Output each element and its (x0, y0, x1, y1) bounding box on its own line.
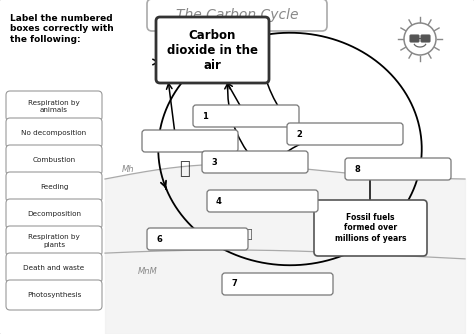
Text: Photosynthesis: Photosynthesis (27, 292, 81, 298)
FancyBboxPatch shape (6, 253, 102, 283)
Text: Mh: Mh (364, 219, 376, 228)
FancyBboxPatch shape (207, 190, 318, 212)
FancyBboxPatch shape (421, 35, 430, 42)
Text: Decomposition: Decomposition (27, 211, 81, 217)
FancyBboxPatch shape (147, 0, 327, 31)
Text: ✿: ✿ (272, 159, 284, 173)
Circle shape (404, 23, 436, 55)
FancyBboxPatch shape (142, 130, 238, 152)
FancyBboxPatch shape (147, 228, 248, 250)
FancyBboxPatch shape (202, 151, 308, 173)
FancyBboxPatch shape (222, 273, 333, 295)
Text: Respiration by
animals: Respiration by animals (28, 100, 80, 113)
Text: Respiration by
plants: Respiration by plants (28, 234, 80, 247)
Text: 3: 3 (211, 158, 217, 167)
Text: The Carbon Cycle: The Carbon Cycle (176, 8, 298, 22)
Text: 8: 8 (354, 165, 360, 173)
Text: Feeding: Feeding (40, 184, 68, 190)
FancyBboxPatch shape (314, 200, 427, 256)
Text: Combustion: Combustion (32, 157, 75, 163)
Text: 1: 1 (202, 112, 208, 121)
Text: Death and waste: Death and waste (23, 265, 85, 271)
Text: 🐟: 🐟 (244, 227, 252, 240)
FancyBboxPatch shape (345, 158, 451, 180)
FancyBboxPatch shape (156, 17, 269, 83)
FancyBboxPatch shape (410, 35, 419, 42)
FancyBboxPatch shape (6, 199, 102, 229)
Text: 6: 6 (156, 234, 162, 243)
FancyBboxPatch shape (287, 123, 403, 145)
FancyBboxPatch shape (6, 172, 102, 202)
FancyBboxPatch shape (6, 280, 102, 310)
Text: 🐇: 🐇 (180, 160, 191, 178)
Text: 4: 4 (216, 196, 222, 205)
Text: 7: 7 (231, 280, 237, 289)
Text: Label the numbered
boxes correctly with
the following:: Label the numbered boxes correctly with … (10, 14, 114, 44)
FancyBboxPatch shape (6, 145, 102, 175)
FancyBboxPatch shape (6, 118, 102, 148)
FancyBboxPatch shape (6, 91, 102, 121)
Text: Fossil fuels
formed over
millions of years: Fossil fuels formed over millions of yea… (335, 213, 406, 243)
FancyBboxPatch shape (193, 105, 299, 127)
Text: Mh: Mh (122, 165, 134, 173)
Text: 2: 2 (296, 130, 302, 139)
Text: Carbon
dioxide in the
air: Carbon dioxide in the air (167, 28, 258, 71)
Text: MnM: MnM (138, 268, 158, 277)
Text: No decomposition: No decomposition (21, 130, 87, 136)
FancyBboxPatch shape (6, 226, 102, 256)
